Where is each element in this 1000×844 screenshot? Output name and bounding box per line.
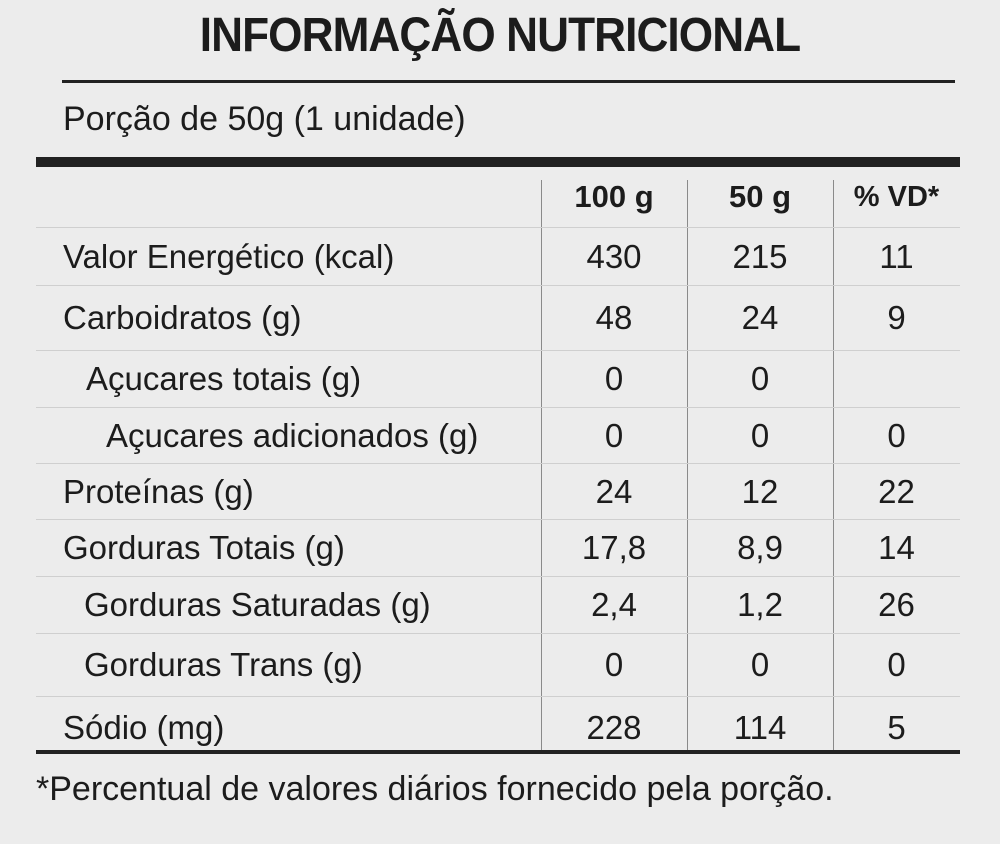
value-50g: 0: [750, 416, 770, 454]
value-vd: 11: [879, 237, 914, 275]
table-row: Carboidratos (g) 48 24 9: [36, 286, 960, 351]
thick-divider: [36, 157, 960, 167]
footnote: *Percentual de valores diários fornecido…: [36, 770, 834, 808]
column-divider: [541, 180, 542, 750]
table-row: Valor Energético (kcal) 430 215 11: [36, 228, 960, 286]
value-50g: 215: [732, 237, 788, 275]
nutrient-label: Valor Energético (kcal): [63, 237, 395, 275]
value-100g: 48: [595, 299, 633, 336]
nutrient-label: Açucares adicionados (g): [106, 416, 479, 454]
nutrient-label: Sódio (mg): [63, 709, 225, 746]
table-row: Gorduras Totais (g) 17,8 8,9 14: [36, 520, 960, 577]
value-100g: 0: [604, 360, 624, 397]
table-row: Açucares totais (g) 0 0: [36, 351, 960, 408]
value-100g: 0: [604, 416, 624, 454]
column-divider: [833, 180, 834, 750]
value-50g: 1,2: [737, 586, 783, 623]
nutrient-label: Gorduras Trans (g): [84, 646, 363, 683]
value-vd: 14: [878, 529, 915, 566]
value-100g: 2,4: [591, 586, 637, 623]
value-100g: 430: [586, 237, 642, 275]
value-50g: 12: [741, 472, 779, 510]
value-100g: 17,8: [581, 529, 647, 566]
value-vd: 26: [878, 586, 915, 623]
table-row: Sódio (mg) 228 114 5: [36, 697, 960, 759]
value-vd: 22: [878, 472, 915, 510]
table-row: Proteínas (g) 24 12 22: [36, 464, 960, 520]
table-row: Açucares adicionados (g) 0 0 0: [36, 408, 960, 464]
column-divider: [687, 180, 688, 750]
portion-size: Porção de 50g (1 unidade): [63, 100, 466, 138]
value-vd: 9: [887, 299, 906, 336]
value-vd: 0: [887, 646, 906, 683]
bottom-divider: [36, 750, 960, 754]
table-row: Gorduras Trans (g) 0 0 0: [36, 634, 960, 697]
column-header-100g: 100 g: [574, 179, 654, 214]
label-title: INFORMAÇÃO NUTRICIONAL: [199, 9, 801, 62]
nutrition-table: 100 g 50 g % VD* Valor Energético (kcal)…: [36, 167, 960, 759]
value-vd: 0: [887, 416, 906, 454]
nutrient-label: Gorduras Saturadas (g): [84, 586, 431, 623]
value-100g: 24: [595, 472, 633, 510]
value-50g: 8,9: [737, 529, 783, 566]
value-100g: 228: [586, 709, 642, 746]
value-100g: 0: [604, 646, 624, 683]
value-50g: 114: [733, 709, 787, 746]
nutrient-label: Carboidratos (g): [63, 299, 302, 336]
value-50g: 0: [750, 646, 770, 683]
value-50g: 0: [750, 360, 770, 397]
table-header-row: 100 g 50 g % VD*: [36, 167, 960, 228]
value-50g: 24: [741, 299, 779, 336]
column-header-50g: 50 g: [728, 179, 792, 214]
value-vd: 5: [887, 709, 906, 746]
column-header-vd: % VD*: [853, 180, 940, 213]
nutrient-label: Proteínas (g): [63, 472, 254, 510]
table-row: Gorduras Saturadas (g) 2,4 1,2 26: [36, 577, 960, 634]
top-divider: [62, 80, 955, 83]
nutrient-label: Açucares totais (g): [86, 360, 362, 397]
nutrient-label: Gorduras Totais (g): [63, 529, 345, 566]
